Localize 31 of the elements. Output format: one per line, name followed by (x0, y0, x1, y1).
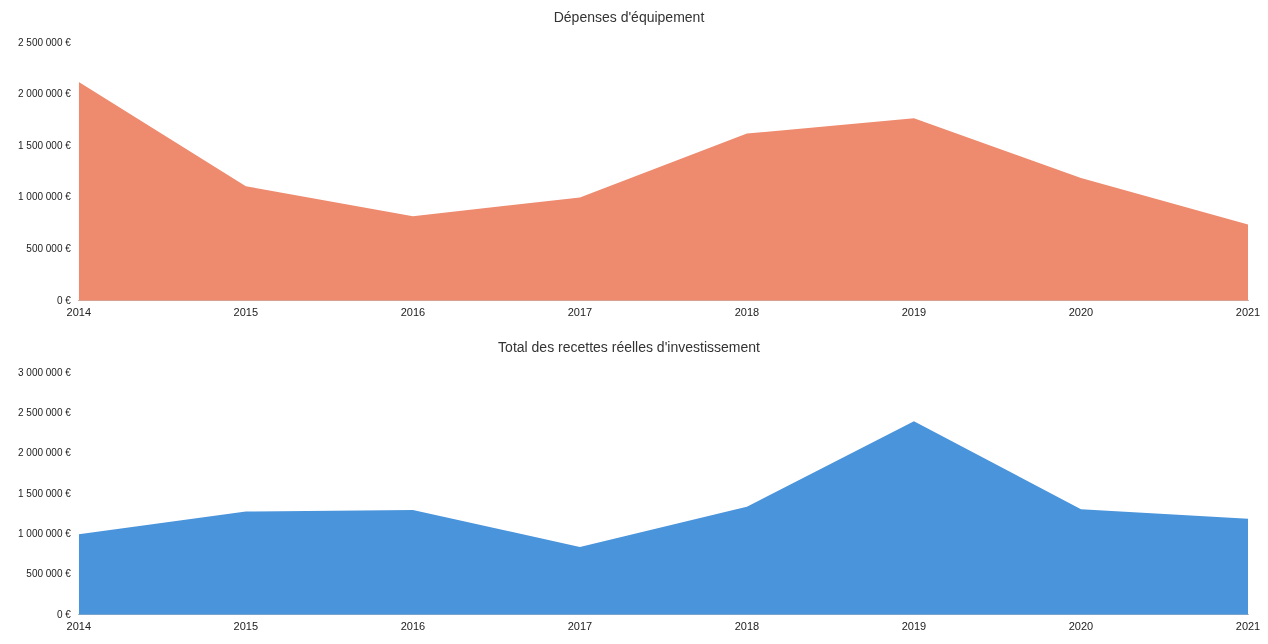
x-tick-label: 2017 (567, 306, 593, 319)
x-tick-label: 2014 (66, 306, 92, 319)
y-tick-label: 1 000 000 € (18, 527, 72, 539)
y-tick-label: 1 500 000 € (18, 487, 72, 499)
x-tick-label: 2016 (400, 306, 426, 319)
y-tick-label: 2 000 000 € (18, 88, 72, 100)
y-tick-label: 2 500 000 € (18, 36, 72, 48)
y-tick-label: 0 € (56, 608, 72, 620)
x-tick-label: 2018 (734, 620, 760, 633)
y-tick-label: 1 500 000 € (18, 139, 72, 151)
x-tick-label: 2017 (567, 620, 593, 633)
x-tick-label: 2021 (1235, 620, 1261, 633)
x-tick-label: 2019 (901, 620, 927, 633)
y-tick-label: 1 000 000 € (18, 191, 72, 203)
y-tick-label: 500 000 € (26, 568, 72, 580)
x-tick-label: 2015 (233, 306, 259, 319)
x-tick-label: 2015 (233, 620, 259, 633)
x-tick-label: 2016 (400, 620, 426, 633)
y-tick-label: 500 000 € (26, 242, 72, 254)
y-tick-label: 2 500 000 € (18, 406, 72, 418)
x-tick-label: 2019 (901, 306, 927, 319)
chart-title: Dépenses d'équipement (553, 9, 705, 26)
x-tick-label: 2020 (1068, 620, 1094, 633)
x-tick-label: 2014 (66, 620, 92, 633)
x-tick-label: 2020 (1068, 306, 1094, 319)
y-tick-label: 0 € (56, 294, 72, 306)
x-tick-label: 2018 (734, 306, 760, 319)
x-tick-label: 2021 (1235, 306, 1261, 319)
y-tick-label: 2 000 000 € (18, 447, 72, 459)
y-tick-label: 3 000 000 € (18, 366, 72, 378)
chart-title: Total des recettes réelles d'investissement (498, 339, 761, 356)
